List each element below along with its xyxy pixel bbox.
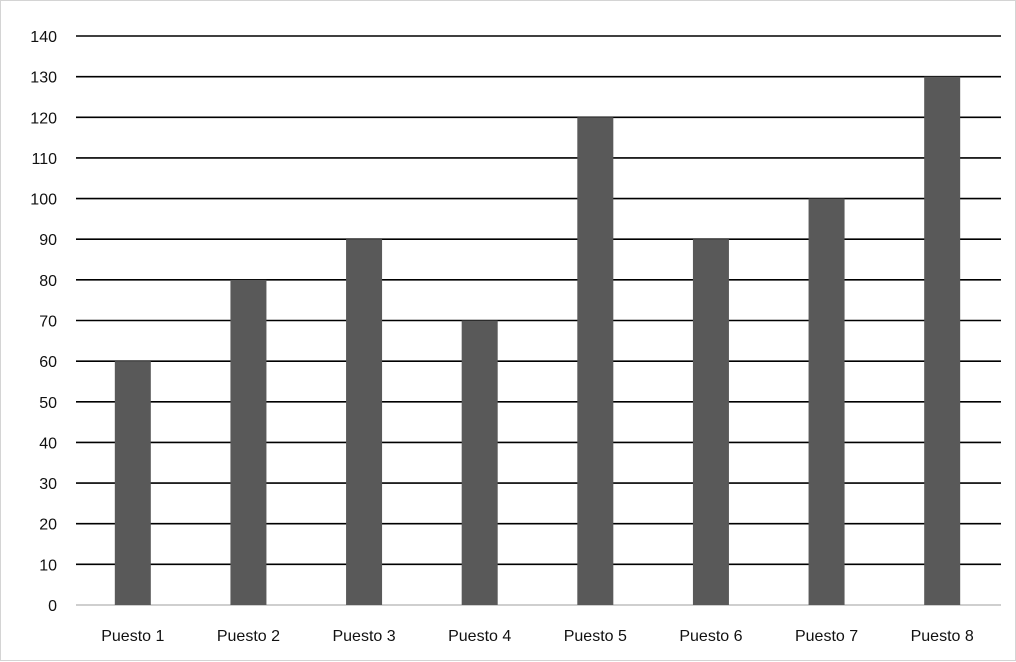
y-tick-label: 20	[39, 517, 57, 534]
bars	[114, 76, 961, 606]
bar-1	[114, 361, 151, 605]
x-tick-label: Puesto 2	[217, 628, 280, 645]
bar-4	[461, 320, 498, 605]
y-tick-label: 120	[30, 110, 57, 127]
y-tick-label: 140	[30, 29, 57, 46]
bar-7	[808, 198, 845, 606]
bar-3	[346, 239, 383, 605]
gridlines	[76, 35, 1001, 606]
x-tick-label: Puesto 6	[679, 628, 742, 645]
x-axis-tick-labels: Puesto 1 Puesto 2 Puesto 3 Puesto 4 Puesto 5…	[101, 628, 974, 645]
bar-6	[692, 239, 729, 605]
y-tick-label: 30	[39, 476, 57, 493]
bar-5	[577, 117, 614, 606]
y-tick-label: 80	[39, 273, 57, 290]
y-tick-label: 130	[30, 70, 57, 87]
y-tick-label: 0	[48, 598, 57, 615]
x-tick-label: Puesto 7	[795, 628, 858, 645]
y-tick-label: 40	[39, 435, 57, 452]
y-tick-label: 110	[31, 151, 57, 168]
y-tick-label: 100	[30, 192, 57, 209]
bar-8	[924, 76, 961, 605]
bar-2	[230, 279, 267, 605]
x-tick-label: Puesto 3	[332, 628, 395, 645]
x-tick-label: Puesto 8	[911, 628, 974, 645]
y-tick-label: 50	[39, 395, 57, 412]
x-tick-label: Puesto 5	[564, 628, 627, 645]
y-tick-label: 60	[39, 354, 57, 371]
x-tick-label: Puesto 1	[101, 628, 164, 645]
x-tick-label: Puesto 4	[448, 628, 511, 645]
y-tick-label: 70	[39, 314, 57, 331]
y-tick-label: 10	[39, 557, 57, 574]
y-tick-label: 90	[39, 232, 57, 249]
y-axis-tick-labels: 0 10 20 30 40 50 60 70 80 90 100 110 120 130 140	[30, 29, 57, 615]
